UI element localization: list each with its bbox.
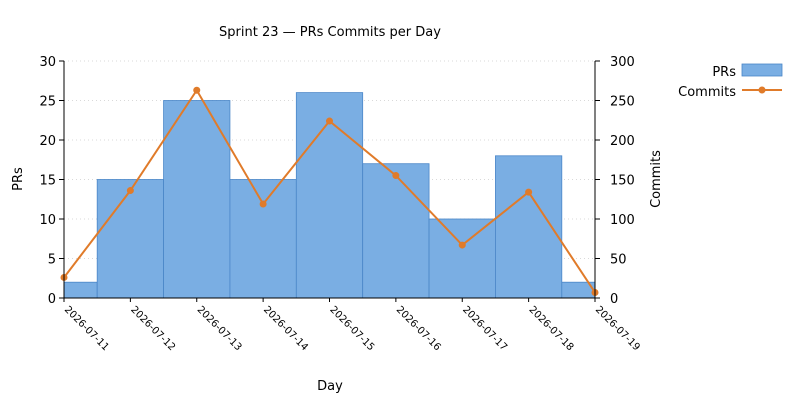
bar-series — [63, 92, 596, 299]
left-y-tick-label: 30 — [39, 55, 56, 70]
right-y-tick-label: 250 — [610, 95, 635, 110]
bar-prs — [229, 179, 297, 299]
x-tick-label: 2026-07-17 — [460, 304, 509, 353]
left-y-axis-label: PRs — [11, 167, 26, 191]
x-tick-label: 2026-07-19 — [593, 304, 642, 353]
chart-title: Sprint 23 — PRs Commits per Day — [219, 25, 441, 40]
bar-prs — [63, 281, 98, 299]
legend: PRs Commits — [678, 63, 783, 100]
x-tick-label: 2026-07-15 — [327, 304, 376, 353]
bar-prs — [362, 163, 430, 299]
legend-marker-commits — [758, 86, 766, 94]
legend-label-commits: Commits — [678, 85, 736, 100]
left-y-tick-label: 5 — [48, 253, 56, 268]
x-tick-label: 2026-07-18 — [527, 304, 576, 353]
right-y-tick-label: 150 — [610, 174, 635, 189]
point-commits — [326, 117, 333, 125]
left-y-tick-label: 20 — [39, 134, 56, 149]
point-commits — [126, 187, 134, 195]
right-y-ticks: 0 50 100 150 200 250 300 — [595, 55, 635, 307]
left-y-tick-label: 15 — [39, 174, 56, 189]
point-commits — [259, 200, 267, 208]
legend-swatch-prs — [741, 63, 783, 77]
x-tick-label: 2026-07-12 — [128, 304, 177, 353]
right-y-tick-label: 100 — [610, 213, 635, 228]
x-tick-label: 2026-07-16 — [394, 304, 443, 353]
bar-prs — [295, 92, 364, 299]
line-series — [60, 86, 599, 296]
left-y-tick-label: 25 — [39, 95, 56, 110]
bar-prs — [96, 179, 164, 299]
bar-prs — [428, 218, 496, 299]
point-commits — [525, 188, 533, 196]
right-y-tick-label: 200 — [610, 134, 635, 149]
point-commits — [458, 241, 466, 249]
left-y-ticks: 0 5 10 15 20 25 30 — [39, 55, 64, 307]
point-commits — [392, 172, 400, 180]
left-y-tick-label: 0 — [48, 292, 56, 307]
right-y-tick-label: 0 — [610, 292, 618, 307]
x-tick-label: 2026-07-13 — [195, 304, 244, 353]
x-ticks: 2026-07-11 2026-07-12 2026-07-13 2026-07-14… — [62, 298, 642, 353]
legend-label-prs: PRs — [712, 65, 736, 80]
right-y-tick-label: 300 — [610, 55, 635, 70]
left-y-tick-label: 10 — [39, 213, 56, 228]
x-axis-label: Day — [317, 379, 343, 394]
right-y-axis-label: Commits — [649, 150, 664, 208]
x-tick-label: 2026-07-14 — [261, 304, 310, 353]
x-tick-label: 2026-07-11 — [62, 304, 111, 353]
point-commits — [193, 86, 201, 94]
right-y-tick-label: 50 — [610, 253, 627, 268]
